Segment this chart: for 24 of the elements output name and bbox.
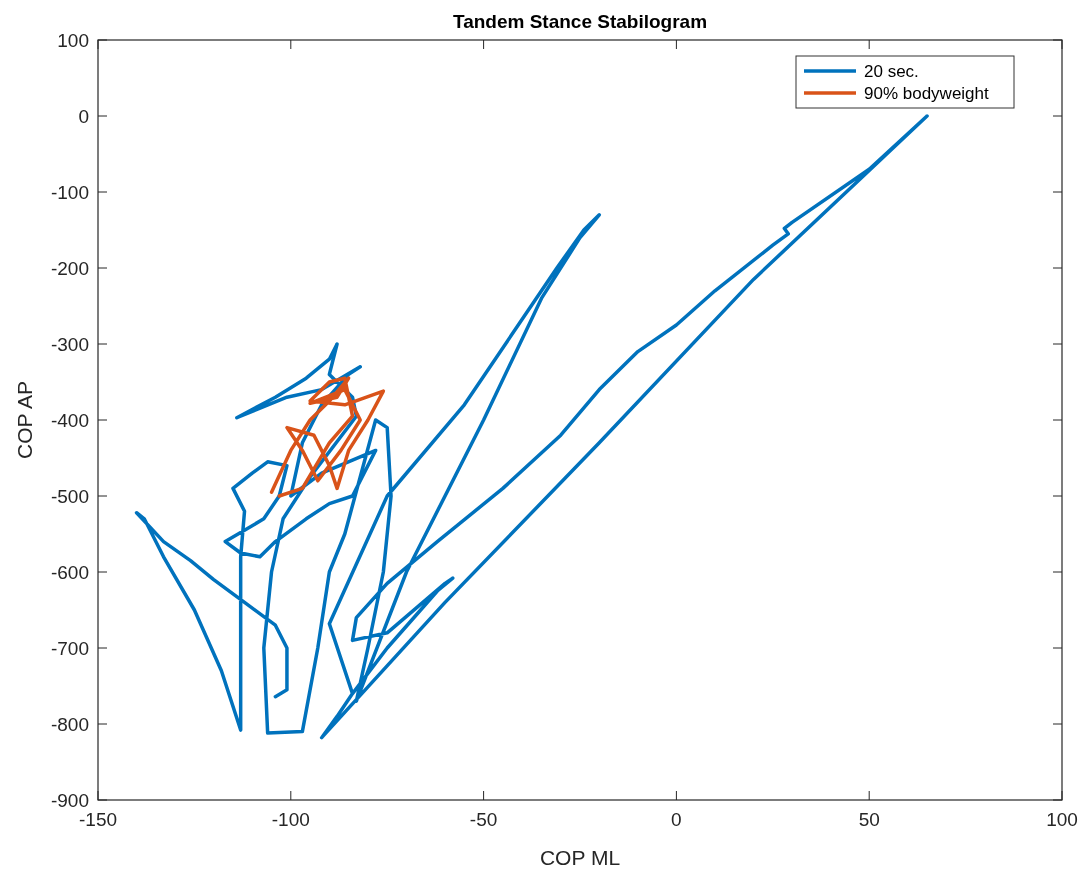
x-tick-label: -150	[78, 809, 118, 830]
x-tick-label: 50	[858, 809, 880, 830]
y-tick-label: -200	[50, 258, 89, 279]
legend-label: 20 sec.	[864, 62, 919, 81]
y-tick-label: 0	[78, 106, 89, 127]
chart-title: Tandem Stance Stabilogram	[452, 11, 708, 32]
y-tick-label: 100	[57, 30, 89, 51]
x-tick-label: 0	[671, 809, 682, 830]
x-tick-label: 100	[1046, 809, 1078, 830]
x-tick-label: -100	[271, 809, 310, 830]
x-tick-label: -50	[469, 809, 498, 830]
y-tick-label: -700	[50, 638, 89, 659]
y-tick-label: -800	[50, 714, 89, 735]
legend-label: 90% bodyweight	[864, 84, 990, 103]
y-tick-label: -900	[50, 790, 89, 811]
y-tick-label: -100	[50, 182, 89, 203]
x-axis-title: COP ML	[539, 846, 621, 869]
y-tick-label: -400	[50, 410, 89, 431]
line-series	[269, 376, 386, 498]
line-series	[134, 114, 929, 740]
y-axis-title: COP AP	[13, 381, 36, 459]
y-tick-label: -300	[50, 334, 89, 355]
y-tick-label: -600	[50, 562, 89, 583]
y-tick-label: -500	[50, 486, 89, 507]
